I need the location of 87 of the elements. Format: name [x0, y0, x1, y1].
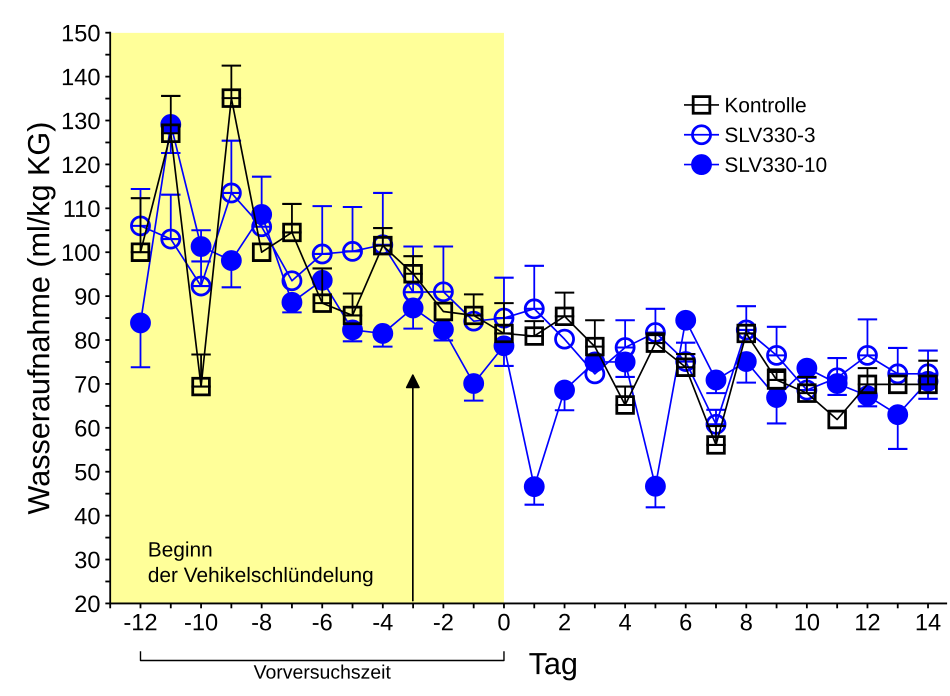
x-axis-title: Tag: [529, 653, 576, 680]
legend-label: SLV330-10: [725, 157, 826, 172]
point: [736, 351, 757, 372]
point: [130, 312, 151, 334]
x-tick-label: 12: [856, 614, 880, 630]
point: [615, 395, 635, 415]
point: [706, 435, 726, 455]
point: [282, 222, 302, 242]
x-tick-label: 14: [916, 614, 940, 630]
y-tick-label: 100: [62, 244, 100, 262]
point: [190, 236, 212, 257]
x-tick-label: -2: [434, 614, 453, 630]
point: [645, 476, 666, 497]
point: [372, 323, 394, 344]
x-tick-label: 6: [680, 614, 692, 630]
point: [887, 404, 908, 426]
y-tick-label: 130: [62, 112, 100, 130]
point: [918, 374, 938, 394]
point: [432, 319, 454, 340]
text: Vorversuchszeit: [254, 664, 391, 679]
x-tick-label: -8: [252, 614, 272, 630]
point: [706, 370, 726, 390]
y-tick-label: 60: [75, 420, 100, 437]
point: [524, 476, 545, 498]
point: [888, 374, 908, 394]
y-tick-label: 110: [64, 200, 100, 218]
point: [858, 374, 878, 394]
y-tick-label: 80: [75, 332, 100, 349]
x-tick-label: 8: [740, 614, 752, 630]
point: [736, 324, 756, 344]
point: [797, 383, 817, 403]
y-tick-label: 90: [75, 288, 100, 305]
point: [160, 228, 182, 250]
x-tick-label: 2: [559, 614, 570, 630]
point: [646, 333, 666, 353]
x-tick-label: -10: [185, 614, 218, 630]
y-tick-label: 20: [75, 596, 100, 612]
point: [282, 270, 302, 292]
point: [524, 326, 544, 346]
point: [766, 370, 786, 390]
point: [766, 344, 787, 366]
point: [130, 242, 150, 262]
point: [220, 250, 242, 271]
point: [252, 242, 272, 262]
point: [222, 88, 242, 108]
point: [554, 380, 575, 400]
point: [554, 328, 575, 350]
x-tick-label: -4: [373, 614, 393, 630]
point: [312, 244, 333, 264]
x-tick-label: -12: [124, 614, 156, 630]
point: [161, 124, 180, 143]
y-tick-label: 120: [62, 156, 100, 174]
point: [434, 302, 454, 322]
legend-label: Kontrolle: [726, 97, 806, 112]
y-tick-label: 50: [75, 464, 100, 481]
point: [190, 276, 212, 296]
legend-label: SLV330-3: [725, 128, 815, 142]
point: [585, 336, 605, 356]
point: [554, 306, 574, 326]
point: [464, 306, 484, 326]
point: [342, 240, 363, 262]
point: [342, 306, 362, 326]
x-tick-label: -6: [312, 614, 332, 630]
y-tick-label: 140: [62, 68, 100, 86]
point: [827, 410, 847, 430]
point: [675, 310, 696, 331]
y-tick-label: 40: [74, 508, 100, 524]
point: [432, 281, 454, 302]
point: [220, 182, 242, 204]
y-tick-label: 150: [62, 24, 100, 42]
x-tick-label: 4: [619, 614, 632, 630]
annotation: Beginn der Vehikelschlündelung: [148, 541, 372, 586]
y-tick-label: 30: [75, 552, 100, 568]
point: [402, 298, 424, 318]
point: [282, 292, 302, 313]
x-tick-label: 10: [796, 614, 820, 630]
y-axis-title: Wasseraufnahme (ml/kg KG): [27, 124, 56, 514]
point: [676, 358, 696, 377]
point: [403, 264, 423, 284]
point: [524, 298, 545, 320]
point: [857, 344, 878, 366]
y-tick-label: 70: [75, 376, 100, 393]
point: [494, 324, 514, 344]
x-tick-label: 0: [498, 614, 510, 630]
point: [463, 373, 484, 394]
point: [191, 376, 211, 396]
point: [312, 293, 332, 313]
